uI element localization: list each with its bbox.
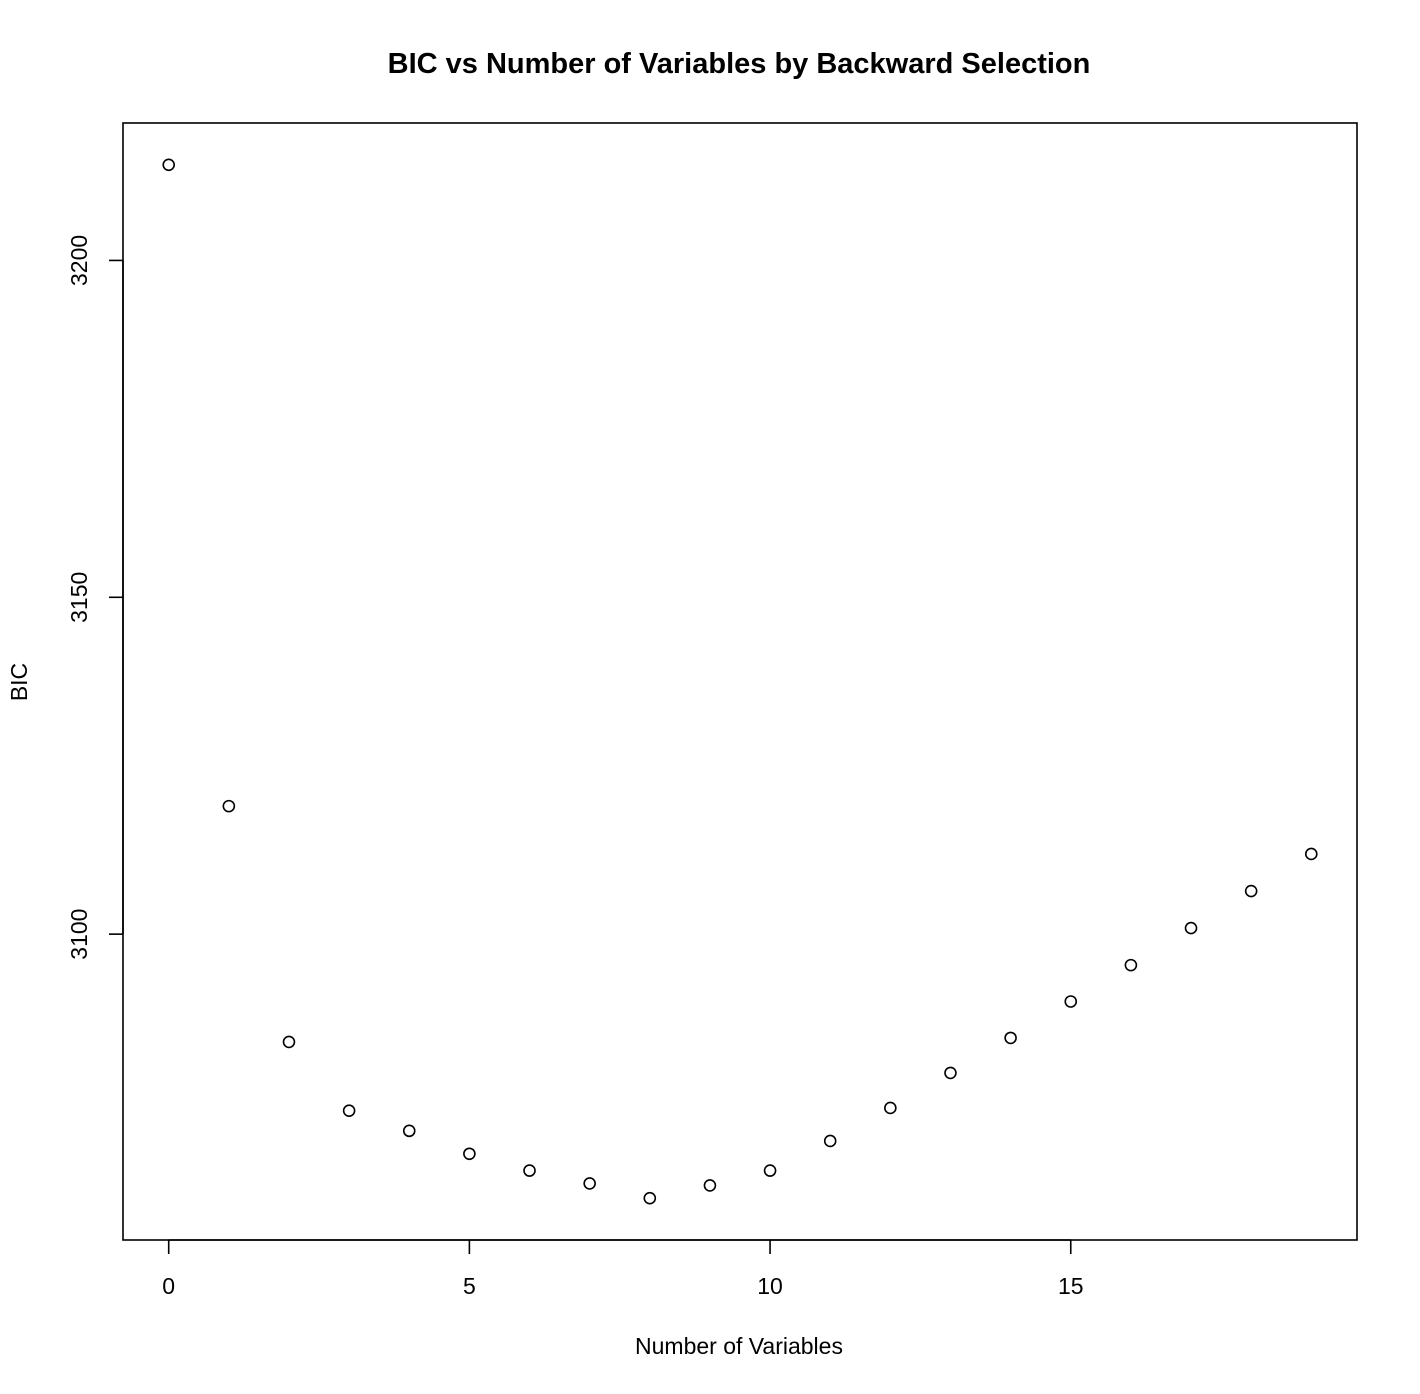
y-axis-label: BIC: [6, 663, 32, 701]
x-tick-label: 5: [463, 1273, 476, 1299]
data-point: [162, 158, 176, 172]
data-point: [583, 1177, 596, 1190]
data-point: [342, 1104, 356, 1117]
data-point: [1244, 884, 1258, 898]
x-tick-label: 0: [162, 1273, 175, 1299]
data-point: [643, 1191, 657, 1205]
data-point: [463, 1147, 476, 1161]
data-point: [282, 1035, 296, 1049]
chart-title: BIC vs Number of Variables by Backward S…: [388, 48, 1091, 80]
data-point: [1304, 847, 1318, 861]
data-point: [1064, 995, 1078, 1008]
data-points: [162, 158, 1318, 1205]
y-tick-label: 3200: [66, 235, 92, 286]
plot-frame: [122, 122, 1358, 1241]
x-axis: 0 5 10 15: [162, 1239, 1084, 1299]
data-point: [703, 1179, 717, 1192]
data-point: [944, 1066, 957, 1080]
x-tick-label: 10: [757, 1273, 783, 1299]
x-axis-label: Number of Variables: [635, 1333, 843, 1359]
data-point: [523, 1164, 536, 1177]
data-point: [884, 1101, 897, 1115]
y-tick-label: 3150: [66, 572, 92, 623]
data-point: [1124, 958, 1138, 972]
y-axis: 3100 3150 3200: [66, 235, 124, 960]
data-point: [222, 799, 236, 813]
data-point: [763, 1164, 777, 1177]
data-point: [1184, 921, 1198, 935]
data-point: [823, 1134, 837, 1148]
x-tick-label: 15: [1058, 1273, 1084, 1299]
data-point: [1004, 1031, 1017, 1045]
y-tick-label: 3100: [66, 909, 92, 960]
data-point: [402, 1124, 416, 1138]
